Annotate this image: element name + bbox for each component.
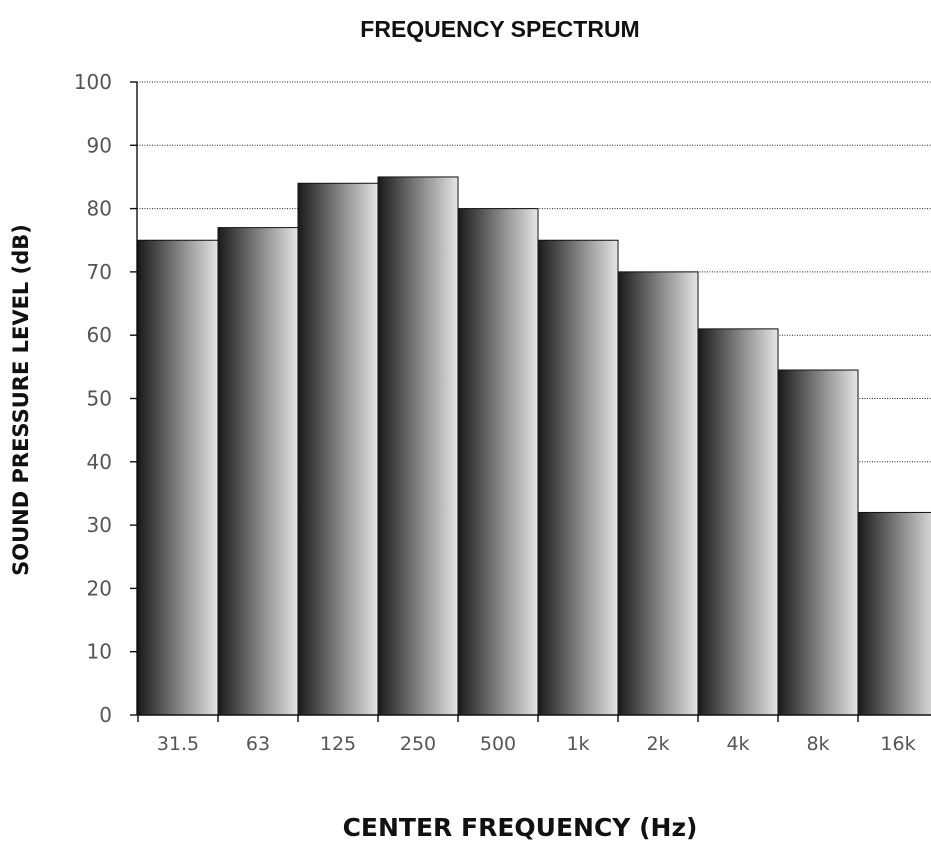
bar-8k: [777, 369, 859, 716]
bar-16k: [857, 511, 931, 716]
y-tick-labels: 0 10 20 30 40 50 60 70 80 90 100: [74, 70, 112, 727]
x-tick-labels: 31.5 63 125 250 500 1k 2k 4k 8k 16k: [137, 715, 916, 755]
y-tick-label: 10: [87, 640, 112, 664]
y-tick-label: 80: [87, 197, 112, 221]
bars: [137, 176, 931, 716]
y-tick-label: 100: [74, 70, 112, 94]
y-axis-label: SOUND PRESSURE LEVEL (dB): [9, 224, 33, 576]
x-tick-label: 4k: [726, 733, 749, 755]
x-tick-label: 2k: [646, 733, 669, 755]
y-tick-label: 70: [87, 260, 112, 284]
x-tick-label: 8k: [806, 733, 829, 755]
x-tick-label: 31.5: [157, 733, 199, 755]
bar-500: [457, 208, 539, 716]
y-tick-label: 0: [99, 703, 112, 727]
x-tick-label: 500: [480, 733, 516, 755]
x-tick-label: 16k: [880, 733, 915, 755]
y-tick-label: 50: [87, 387, 112, 411]
x-tick-label: 63: [246, 733, 270, 755]
x-tick-label: 1k: [566, 733, 589, 755]
axes: [136, 82, 931, 716]
gridlines: [130, 81, 931, 716]
y-tick-label: 40: [87, 450, 112, 474]
y-tick-label: 30: [87, 513, 112, 537]
x-axis-label: CENTER FREQUENCY (Hz): [343, 813, 698, 842]
chart-title: FREQUENCY SPECTRUM: [360, 16, 639, 42]
bar-31.5: [137, 239, 219, 716]
bar-1k: [537, 239, 619, 716]
bar-250: [377, 176, 459, 716]
y-tick-label: 90: [87, 133, 112, 157]
bar-2k: [617, 271, 699, 716]
x-tick-label: 250: [400, 733, 436, 755]
x-tick-label: 125: [320, 733, 356, 755]
bar-63: [217, 227, 299, 716]
y-tick-label: 60: [87, 323, 112, 347]
bar-125: [297, 182, 379, 716]
bar-4k: [697, 328, 779, 716]
y-tick-label: 20: [87, 576, 112, 600]
